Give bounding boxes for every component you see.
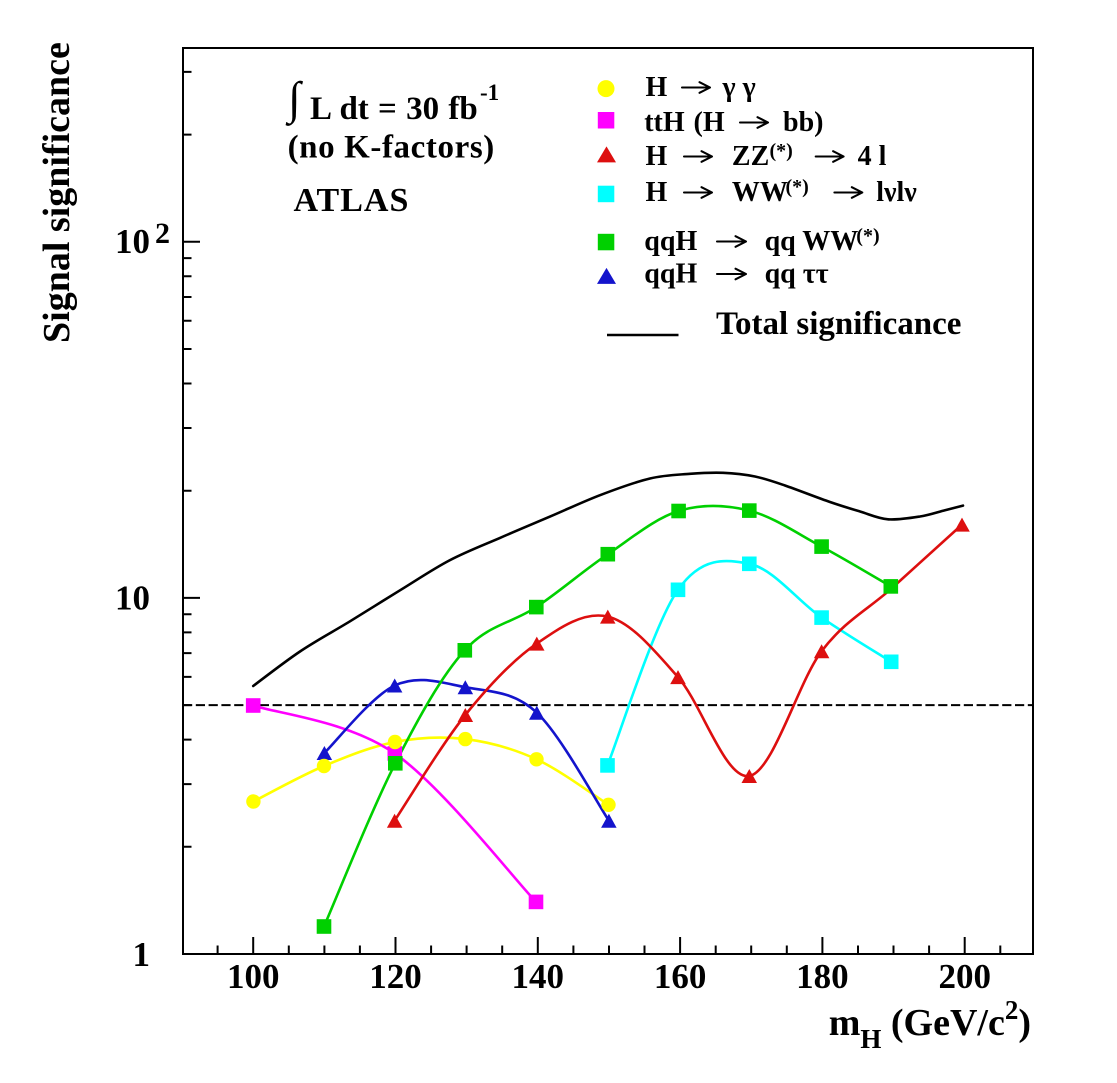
svg-text:lνlν: lνlν	[876, 177, 917, 208]
svg-text:qq ττ: qq ττ	[765, 259, 829, 290]
svg-text:H: H	[646, 72, 668, 103]
svg-text:qqH: qqH	[644, 226, 697, 257]
svg-text:H: H	[646, 177, 668, 208]
svg-text:(*): (*)	[786, 176, 809, 198]
svg-text:ttH: ttH	[644, 107, 685, 138]
svg-text:Total significance: Total significance	[716, 306, 961, 342]
svg-text:(no K-factors): (no K-factors)	[288, 130, 495, 166]
svg-text:140: 140	[512, 957, 565, 996]
svg-text:100: 100	[227, 957, 280, 996]
svg-text:160: 160	[654, 957, 707, 996]
svg-text:-1: -1	[480, 80, 499, 105]
svg-text:200: 200	[938, 957, 991, 996]
svg-text:H: H	[646, 141, 668, 172]
svg-text:ZZ: ZZ	[732, 141, 769, 172]
svg-text:γ γ: γ γ	[722, 72, 756, 103]
svg-text:180: 180	[796, 957, 849, 996]
svg-text:10: 10	[115, 222, 150, 261]
svg-text:∫: ∫	[285, 73, 303, 127]
svg-text:(H: (H	[694, 107, 725, 138]
svg-text:4 l: 4 l	[858, 141, 887, 172]
svg-text:ATLAS: ATLAS	[294, 182, 410, 219]
svg-text:1: 1	[133, 935, 151, 974]
svg-text:(*): (*)	[856, 225, 879, 247]
svg-text:WW: WW	[732, 177, 788, 208]
svg-text:bb): bb)	[783, 107, 823, 138]
svg-text:qq WW: qq WW	[765, 226, 859, 257]
svg-text:10: 10	[115, 579, 150, 618]
svg-text:Signal significance: Signal significance	[36, 42, 78, 343]
svg-text:L dt = 30 fb: L dt = 30 fb	[310, 91, 478, 127]
svg-text:2: 2	[155, 217, 170, 250]
svg-text:120: 120	[369, 957, 422, 996]
svg-text:(*): (*)	[770, 140, 793, 162]
svg-text:qqH: qqH	[644, 259, 697, 290]
